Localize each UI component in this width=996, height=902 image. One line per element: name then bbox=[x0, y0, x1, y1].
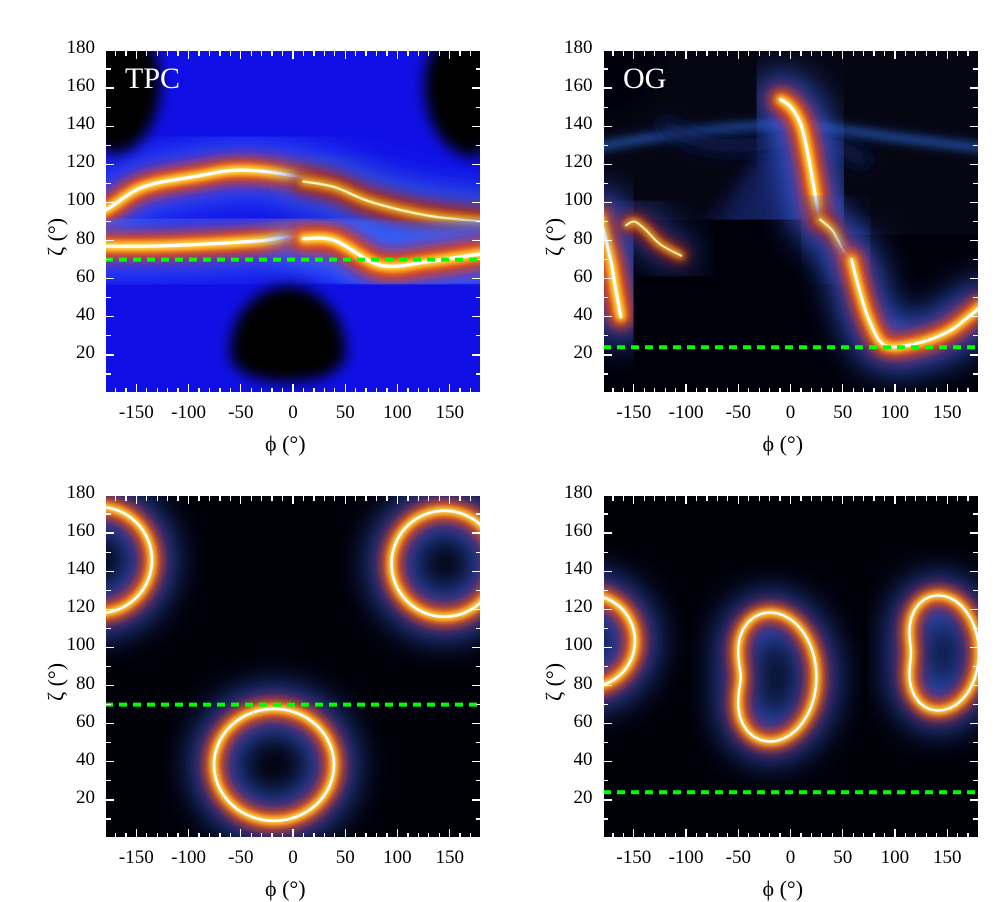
svg-text:OG: OG bbox=[623, 62, 666, 95]
svg-text:TPC: TPC bbox=[125, 62, 180, 95]
